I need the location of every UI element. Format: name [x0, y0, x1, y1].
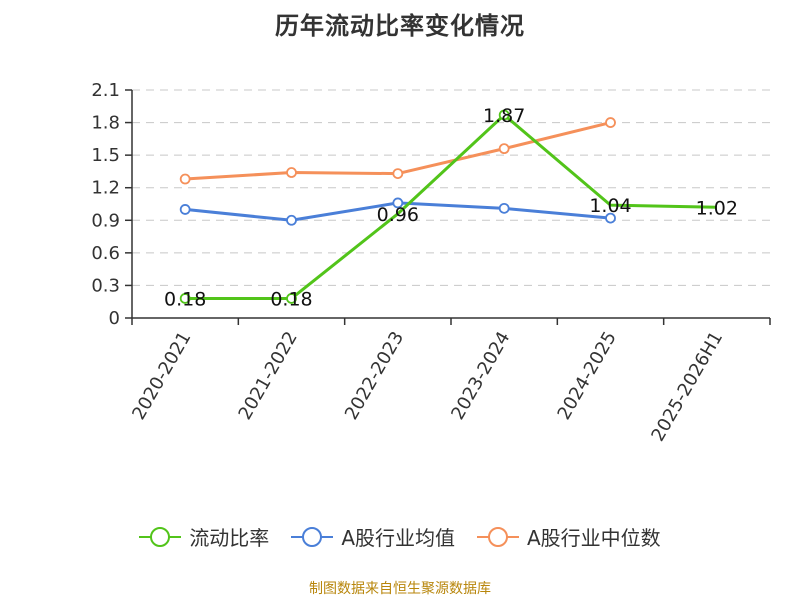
legend-item-current-ratio[interactable]: 流动比率: [139, 522, 269, 551]
x-tick-label: 2022-2023: [341, 328, 408, 423]
data-point-marker: [179, 173, 191, 185]
data-label: 0.18: [164, 288, 206, 310]
legend-line-marker-icon: [291, 526, 334, 547]
data-point-marker: [179, 293, 191, 304]
data-label: 1.04: [589, 195, 631, 217]
y-tick-label: 2.1: [91, 80, 120, 101]
data-point-marker: [286, 167, 297, 178]
chart-title: 历年流动比率变化情况: [275, 12, 525, 40]
data-point-marker: [286, 293, 297, 304]
y-tick-label: 1.8: [91, 113, 120, 134]
y-tick-label: 0.9: [91, 210, 120, 231]
data-label: 1.02: [696, 197, 738, 219]
data-point-marker: [286, 214, 297, 226]
x-tick-label: 2023-2024: [447, 328, 514, 423]
x-tick-label: 2021-2022: [235, 328, 302, 423]
data-label: 1.87: [483, 105, 525, 127]
data-point-marker: [605, 117, 616, 128]
data-point-marker: [392, 168, 404, 180]
legend-label: A股行业均值: [341, 526, 455, 550]
data-point-marker: [179, 204, 191, 215]
data-point-marker: [498, 143, 510, 155]
data-label: 0.18: [270, 288, 312, 310]
data-source-note: 制图数据来自恒生聚源数据库: [309, 581, 491, 597]
legend-label: A股行业中位数: [527, 526, 661, 550]
legend-line-marker-icon: [477, 526, 519, 547]
y-tick-label: 0.6: [91, 243, 120, 264]
legend-label: 流动比率: [189, 526, 270, 550]
legend-item-industry-median[interactable]: A股行业中位数: [477, 522, 661, 551]
y-tick-label: 0: [109, 308, 120, 329]
legend-item-industry-mean[interactable]: A股行业均值: [291, 522, 455, 551]
series-line: [185, 113, 717, 300]
data-point-marker: [498, 202, 510, 214]
x-tick-label: 2025-2026H1: [647, 328, 727, 445]
y-tick-label: 1.2: [91, 178, 120, 199]
y-tick-label: 0.3: [91, 275, 120, 296]
legend: 流动比率 A股行业均值 A股行业中位数: [0, 522, 800, 551]
x-tick-label: 2024-2025: [554, 328, 621, 423]
data-point-marker: [498, 109, 510, 121]
legend-line-marker-icon: [139, 526, 182, 547]
y-tick-label: 1.5: [91, 145, 120, 166]
x-tick-label: 2020-2021: [128, 328, 195, 423]
data-point-marker: [392, 197, 404, 209]
data-label: 0.96: [377, 204, 419, 226]
data-point-marker: [605, 212, 616, 224]
